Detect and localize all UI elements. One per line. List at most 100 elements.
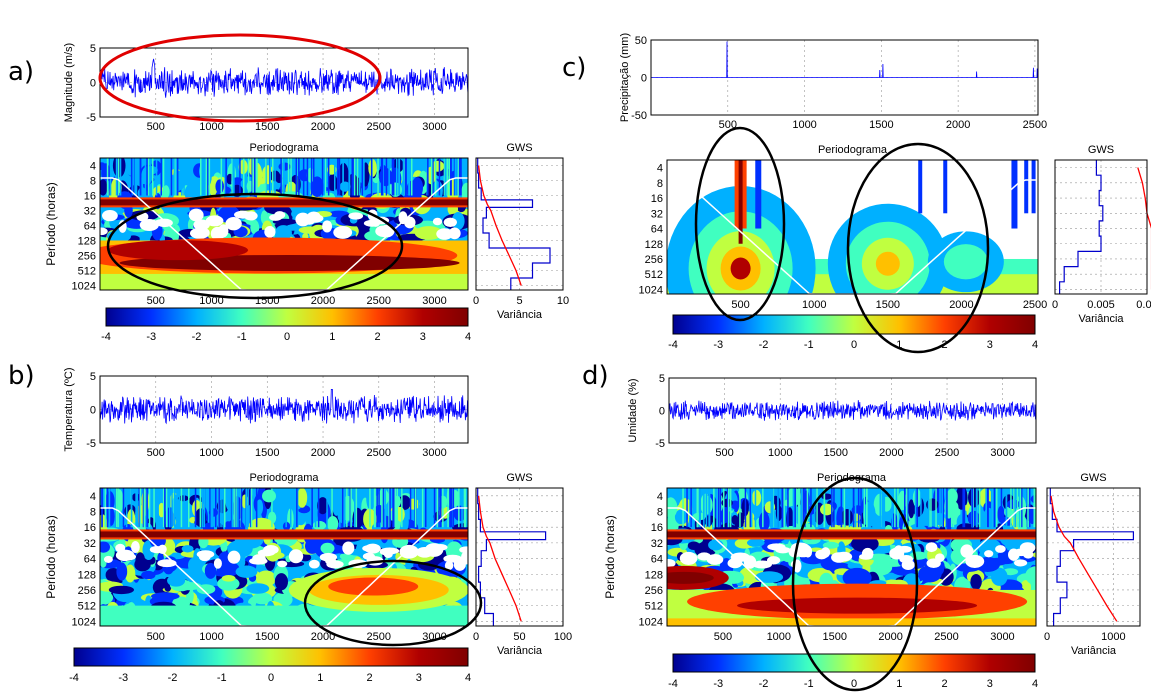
- scalogram-blob: [317, 488, 320, 528]
- period-tick: 32: [651, 208, 663, 220]
- scalogram-blob: [766, 556, 781, 565]
- period-tick: 32: [651, 538, 663, 550]
- scalogram-blob: [427, 158, 429, 196]
- gws-xtick: 100: [554, 631, 572, 643]
- scalogram-xtick: 1500: [255, 631, 279, 643]
- scalogram-blob: [854, 488, 857, 528]
- period-tick: 512: [645, 601, 663, 613]
- scalogram-blob: [408, 158, 410, 196]
- scalogram-blob: [274, 158, 276, 196]
- scalogram-xtick: 2500: [1023, 299, 1047, 311]
- scalogram-blob: [409, 488, 412, 528]
- period-tick: 32: [84, 538, 96, 550]
- scalogram-blob: [930, 488, 932, 528]
- scalogram-blob: [833, 488, 835, 528]
- scalogram-blob: [117, 488, 119, 528]
- scalogram-blob: [823, 488, 826, 528]
- cone-of-influence-a: [100, 177, 468, 290]
- gws-significance-a: [477, 165, 522, 286]
- scalogram-blob: [361, 158, 364, 196]
- scalogram-blob: [443, 158, 446, 196]
- scalogram-blob: [250, 221, 260, 235]
- scalogram-blob: [370, 158, 373, 196]
- period-tick: 512: [78, 601, 96, 613]
- scalogram-blob: [794, 488, 796, 528]
- gws-xlabel: Variância: [497, 645, 543, 657]
- scalogram-blob: [392, 488, 394, 528]
- scalogram-blob: [894, 488, 896, 528]
- scalogram-blob: [378, 488, 380, 528]
- scalogram-blob: [334, 158, 336, 196]
- scalogram-blob: [215, 488, 217, 528]
- scalogram-blob: [401, 488, 403, 528]
- scalogram-blob: [376, 488, 378, 528]
- scalogram-blob: [174, 158, 177, 196]
- scalogram-xtick: 3000: [422, 631, 446, 643]
- scalogram-blob: [239, 158, 241, 196]
- scalogram-blob: [943, 244, 988, 280]
- timeseries-line-a: [99, 58, 469, 98]
- scalogram-blob: [842, 567, 872, 588]
- scalogram-blob: [313, 158, 315, 196]
- scalogram-blob: [456, 158, 458, 196]
- periodogram-ylabel: Período (horas): [44, 515, 58, 598]
- scalogram-blob: [453, 158, 456, 196]
- scalogram-blob: [327, 158, 330, 196]
- timeseries-ylabel: Magnitude (m/s): [63, 43, 75, 122]
- scalogram-blob: [145, 595, 153, 609]
- scalogram-blob: [122, 553, 137, 561]
- colorbar-tick: 1: [896, 339, 902, 351]
- scalogram-blob: [321, 158, 324, 196]
- scalogram-blob: [256, 158, 258, 196]
- scalogram-blob: [208, 158, 211, 196]
- scalogram-blob: [100, 227, 108, 236]
- scalogram-blob: [792, 488, 795, 528]
- scalogram-blob: [457, 158, 460, 196]
- scalogram-blob: [374, 488, 376, 528]
- colorbar-tick: -4: [69, 672, 79, 684]
- colorbar-tick: 4: [465, 672, 471, 684]
- scalogram-xtick: 1000: [802, 299, 826, 311]
- periodogram-title: Periodograma: [249, 472, 319, 484]
- scalogram-blob: [115, 488, 118, 528]
- scalogram-xtick: 500: [147, 631, 165, 643]
- scalogram-blob: [307, 211, 321, 221]
- scalogram-blob: [142, 488, 145, 528]
- scalogram-axes-a: [99, 157, 469, 291]
- scalogram-blob: [754, 488, 757, 528]
- scalogram-blob: [252, 592, 273, 605]
- scalogram-blob: [727, 558, 743, 569]
- scalogram-blob: [153, 488, 155, 528]
- scalogram-blob: [985, 488, 987, 528]
- scalogram-blob: [269, 158, 272, 196]
- scalogram-blob: [295, 158, 298, 196]
- gws-xtick: 10: [557, 295, 569, 307]
- colorbar-a: [105, 307, 469, 327]
- period-tick: 32: [84, 206, 96, 218]
- colorbar-tick: -3: [146, 331, 156, 343]
- scalogram-blob: [369, 488, 371, 528]
- scalogram-blob: [200, 158, 202, 196]
- scalogram-blob: [443, 217, 457, 227]
- scalogram-xtick: 1000: [767, 631, 791, 643]
- timeseries-ytick: 50: [635, 35, 647, 47]
- scalogram-blob: [971, 488, 974, 528]
- colorbar-tick: -3: [118, 672, 128, 684]
- annotation-ellipse: [846, 142, 990, 354]
- scalogram-blob: [188, 488, 190, 528]
- scalogram-blob: [135, 488, 137, 528]
- period-tick: 16: [651, 522, 663, 534]
- scalogram-blob: [1014, 488, 1017, 528]
- scalogram-blob: [252, 158, 254, 196]
- scalogram-blob: [310, 158, 313, 196]
- scalogram-blob: [130, 488, 133, 528]
- timeseries-ytick: 0: [659, 406, 665, 418]
- scalogram-blob: [145, 488, 147, 528]
- scalogram-blob: [235, 488, 237, 528]
- scalogram-blob: [891, 488, 894, 528]
- period-tick: 64: [84, 554, 96, 566]
- scalogram-blob: [1014, 559, 1028, 567]
- gws-spectrum-b: [477, 488, 547, 626]
- scalogram-blob: [458, 158, 461, 196]
- scalogram-blob: [686, 488, 688, 528]
